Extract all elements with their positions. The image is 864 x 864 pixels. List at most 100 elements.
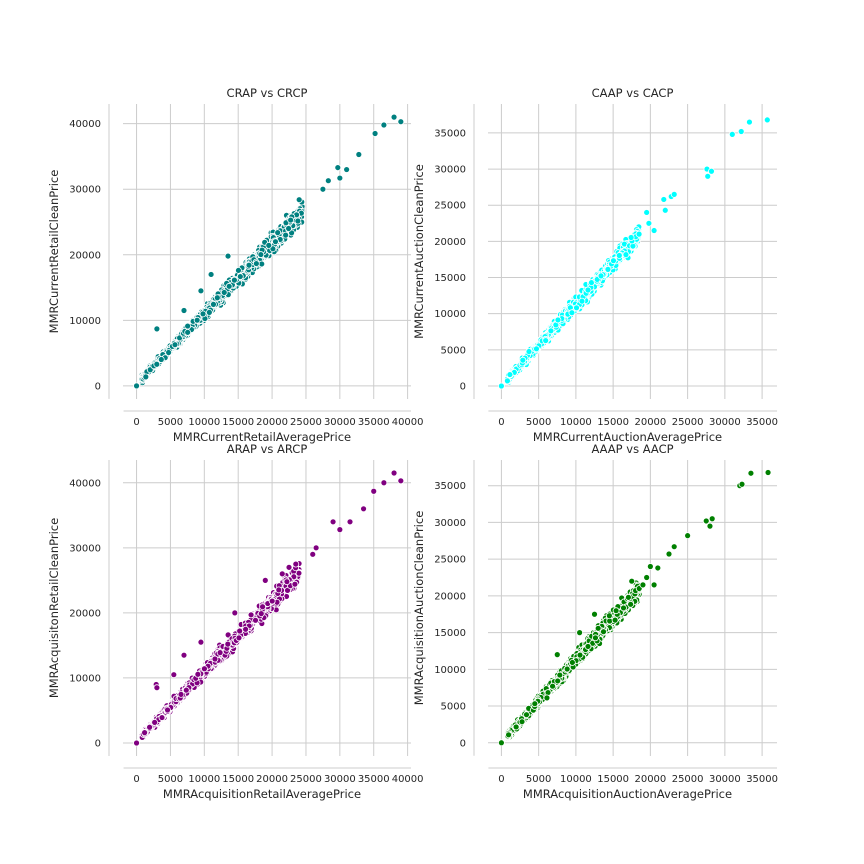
scatter-point xyxy=(199,310,207,318)
chart-title: AAAP vs AACP xyxy=(591,442,673,456)
scatter-point xyxy=(568,309,576,317)
scatter-point xyxy=(158,714,166,721)
scatter-point xyxy=(133,382,140,390)
scatter-point xyxy=(380,479,388,487)
scatter-point xyxy=(194,670,202,678)
scatter-point xyxy=(157,356,165,363)
x-tick-label: 5000 xyxy=(158,774,183,785)
scatter-point xyxy=(324,177,332,185)
scatter-point xyxy=(708,167,715,175)
scatter-point xyxy=(645,219,653,227)
scatter-point xyxy=(397,118,405,126)
x-tick-label: 25000 xyxy=(672,417,704,428)
scatter-point xyxy=(346,518,354,526)
scatter-point xyxy=(184,328,192,336)
scatter-points xyxy=(498,469,772,747)
x-tick-label: 5000 xyxy=(526,774,551,785)
scatter-point xyxy=(272,238,279,246)
y-tick-label: 5000 xyxy=(441,702,466,713)
scatter-point xyxy=(622,251,630,259)
scatter-point xyxy=(360,505,367,513)
scatter-point xyxy=(737,128,745,135)
y-tick-label: 25000 xyxy=(434,201,466,212)
scatter-point xyxy=(211,655,219,663)
y-tick-label: 30000 xyxy=(69,185,101,196)
y-tick-label: 35000 xyxy=(434,128,466,139)
x-tick-label: 15000 xyxy=(597,417,629,428)
scatter-point xyxy=(578,297,586,305)
scatter-point xyxy=(292,560,300,568)
scatter-point xyxy=(370,487,378,495)
scatter-point xyxy=(670,190,678,198)
y-axis-label: MMRAcquisitonRetailCleanPrice xyxy=(47,518,61,698)
scatter-point xyxy=(650,227,658,234)
subplot-crap-vs-crcp: 0 5000 10000 15000 20000 25000 30000 35000 40000… xyxy=(47,86,424,444)
y-tick-label: 20000 xyxy=(69,250,101,261)
scatter-point xyxy=(336,526,344,534)
scatter-point xyxy=(236,273,244,280)
scatter-point xyxy=(285,225,292,232)
scatter-point xyxy=(252,616,259,624)
scatter-point xyxy=(763,116,771,124)
scatter-point xyxy=(285,563,293,571)
y-axis-label: MMRAcquisitionAuctionCleanPrice xyxy=(412,511,426,706)
scatter-point xyxy=(390,469,398,477)
scatter-point xyxy=(584,286,592,294)
y-tick-label: 20000 xyxy=(434,237,466,248)
scatter-point xyxy=(142,373,150,381)
scatter-point xyxy=(661,206,669,214)
y-tick-label: 10000 xyxy=(434,309,466,320)
scatter-point xyxy=(235,634,243,642)
y-tick-label: 10000 xyxy=(434,665,466,676)
y-tick-label: 30000 xyxy=(434,518,466,529)
x-tick-label: 10000 xyxy=(560,417,592,428)
x-tick-label: 15000 xyxy=(222,774,254,785)
scatter-point xyxy=(247,611,255,619)
scatter-point xyxy=(180,651,188,659)
scatter-point xyxy=(728,130,736,138)
scatter-point xyxy=(355,151,363,158)
scatter-point xyxy=(265,241,273,249)
scatter-point xyxy=(151,718,159,726)
x-tick-label: 5000 xyxy=(526,417,551,428)
scatter-point xyxy=(380,121,388,129)
scatter-point xyxy=(177,690,185,698)
scatter-point xyxy=(312,544,320,552)
scatter-point xyxy=(283,578,291,586)
scatter-point xyxy=(207,271,215,278)
x-tick-label: 40000 xyxy=(392,774,424,785)
scatter-point xyxy=(252,260,260,267)
x-tick-label: 0 xyxy=(133,774,139,785)
x-axis-label: MMRCurrentAuctionAveragePrice xyxy=(533,430,722,444)
scatter-point xyxy=(133,739,140,747)
scatter-point xyxy=(746,118,753,126)
y-tick-label: 0 xyxy=(95,381,101,392)
y-axis-label: MMRCurrentRetailCleanPrice xyxy=(47,170,61,334)
y-tick-label: 30000 xyxy=(69,543,101,554)
x-axis-label: MMRCurrentRetailAveragePrice xyxy=(173,430,351,444)
y-tick-label: 15000 xyxy=(434,273,466,284)
scatter-point xyxy=(153,360,161,368)
scatter-point xyxy=(165,349,173,356)
x-tick-label: 10000 xyxy=(188,417,220,428)
x-axis-label: MMRAcquisitionRetailAveragePrice xyxy=(163,787,361,801)
y-tick-label: 20000 xyxy=(69,608,101,619)
scatter-point xyxy=(274,229,282,237)
scatter-point xyxy=(278,570,286,578)
scatter-point xyxy=(184,322,192,330)
scatter-point xyxy=(261,576,269,584)
scatter-point xyxy=(205,308,213,316)
x-tick-label: 25000 xyxy=(290,417,322,428)
scatter-point xyxy=(197,287,205,295)
x-tick-label: 20000 xyxy=(256,417,288,428)
scatter-point xyxy=(153,684,161,692)
scatter-point xyxy=(610,257,617,265)
x-tick-label: 30000 xyxy=(709,774,741,785)
x-tick-label: 0 xyxy=(133,417,139,428)
scatter-point xyxy=(498,382,505,390)
y-tick-label: 10000 xyxy=(69,673,101,684)
scatter-point xyxy=(171,341,179,349)
scatter-point xyxy=(287,216,295,224)
x-tick-label: 5000 xyxy=(158,417,183,428)
scatter-point xyxy=(504,377,511,385)
